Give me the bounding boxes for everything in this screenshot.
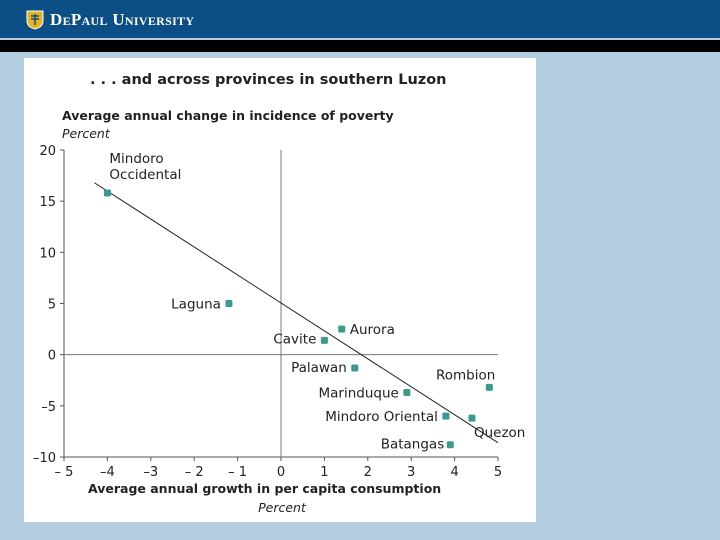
x-tick-label: –4 xyxy=(100,465,115,480)
y-axis-label: Average annual change in incidence of po… xyxy=(62,108,394,123)
y-tick-label: 0 xyxy=(48,349,56,364)
point-laguna xyxy=(225,300,233,307)
point-label-mindoro-oriental: Mindoro Oriental xyxy=(325,409,438,425)
x-tick-label: – 5 xyxy=(55,465,74,480)
x-tick-label: 3 xyxy=(407,465,415,480)
point-aurora xyxy=(338,325,346,333)
chart-title: . . . and across provinces in southern L… xyxy=(90,72,447,88)
point-cavite xyxy=(320,336,328,344)
point-label-rombion: Rombion xyxy=(436,367,495,383)
point-label-aurora: Aurora xyxy=(350,322,395,338)
point-mindoro-oriental xyxy=(442,412,450,420)
point-batangas xyxy=(446,441,454,449)
point-palawan xyxy=(351,364,359,372)
scatter-chart: . . . and across provinces in southern L… xyxy=(33,72,525,515)
point-quezon xyxy=(468,414,476,422)
point-rombion xyxy=(485,383,493,391)
x-tick-label: – 1 xyxy=(228,465,247,480)
point-label-palawan: Palawan xyxy=(291,360,347,376)
x-axis-label: Average annual growth in per capita cons… xyxy=(88,481,441,496)
y-tick-label: –5 xyxy=(41,400,56,415)
y-tick-label: 15 xyxy=(39,195,56,210)
trend-line xyxy=(94,182,499,444)
chart-panel: . . . and across provinces in southern L… xyxy=(24,58,536,522)
point-label-batangas: Batangas xyxy=(381,437,445,453)
x-axis-unit: Percent xyxy=(258,500,307,515)
x-tick-label: 2 xyxy=(364,465,372,480)
header-divider xyxy=(0,40,720,52)
point-marinduque xyxy=(403,389,411,397)
header-bar: DePaul University xyxy=(0,0,720,38)
x-tick-label: 1 xyxy=(320,465,328,480)
y-tick-label: –10 xyxy=(33,451,56,466)
point-mindoro-occidental xyxy=(103,189,111,197)
x-tick-label: –3 xyxy=(143,465,158,480)
shield-icon xyxy=(26,10,44,30)
point-label-cavite: Cavite xyxy=(273,331,316,347)
logo: DePaul University xyxy=(26,9,194,31)
x-tick-label: 4 xyxy=(450,465,458,480)
point-label-laguna: Laguna xyxy=(171,297,221,313)
point-label-marinduque: Marinduque xyxy=(319,386,399,402)
y-axis-unit: Percent xyxy=(62,126,111,141)
y-tick-label: 10 xyxy=(39,246,56,261)
y-tick-label: 20 xyxy=(39,144,56,159)
x-tick-label: 0 xyxy=(277,465,285,480)
x-tick-label: 5 xyxy=(494,465,502,480)
x-tick-label: – 2 xyxy=(185,465,204,480)
y-tick-label: 5 xyxy=(48,298,56,313)
point-label-quezon: Quezon xyxy=(474,425,525,441)
point-label-mindoro-occidental: Mindoro Occidental xyxy=(109,151,181,183)
logo-text: DePaul University xyxy=(50,10,195,29)
